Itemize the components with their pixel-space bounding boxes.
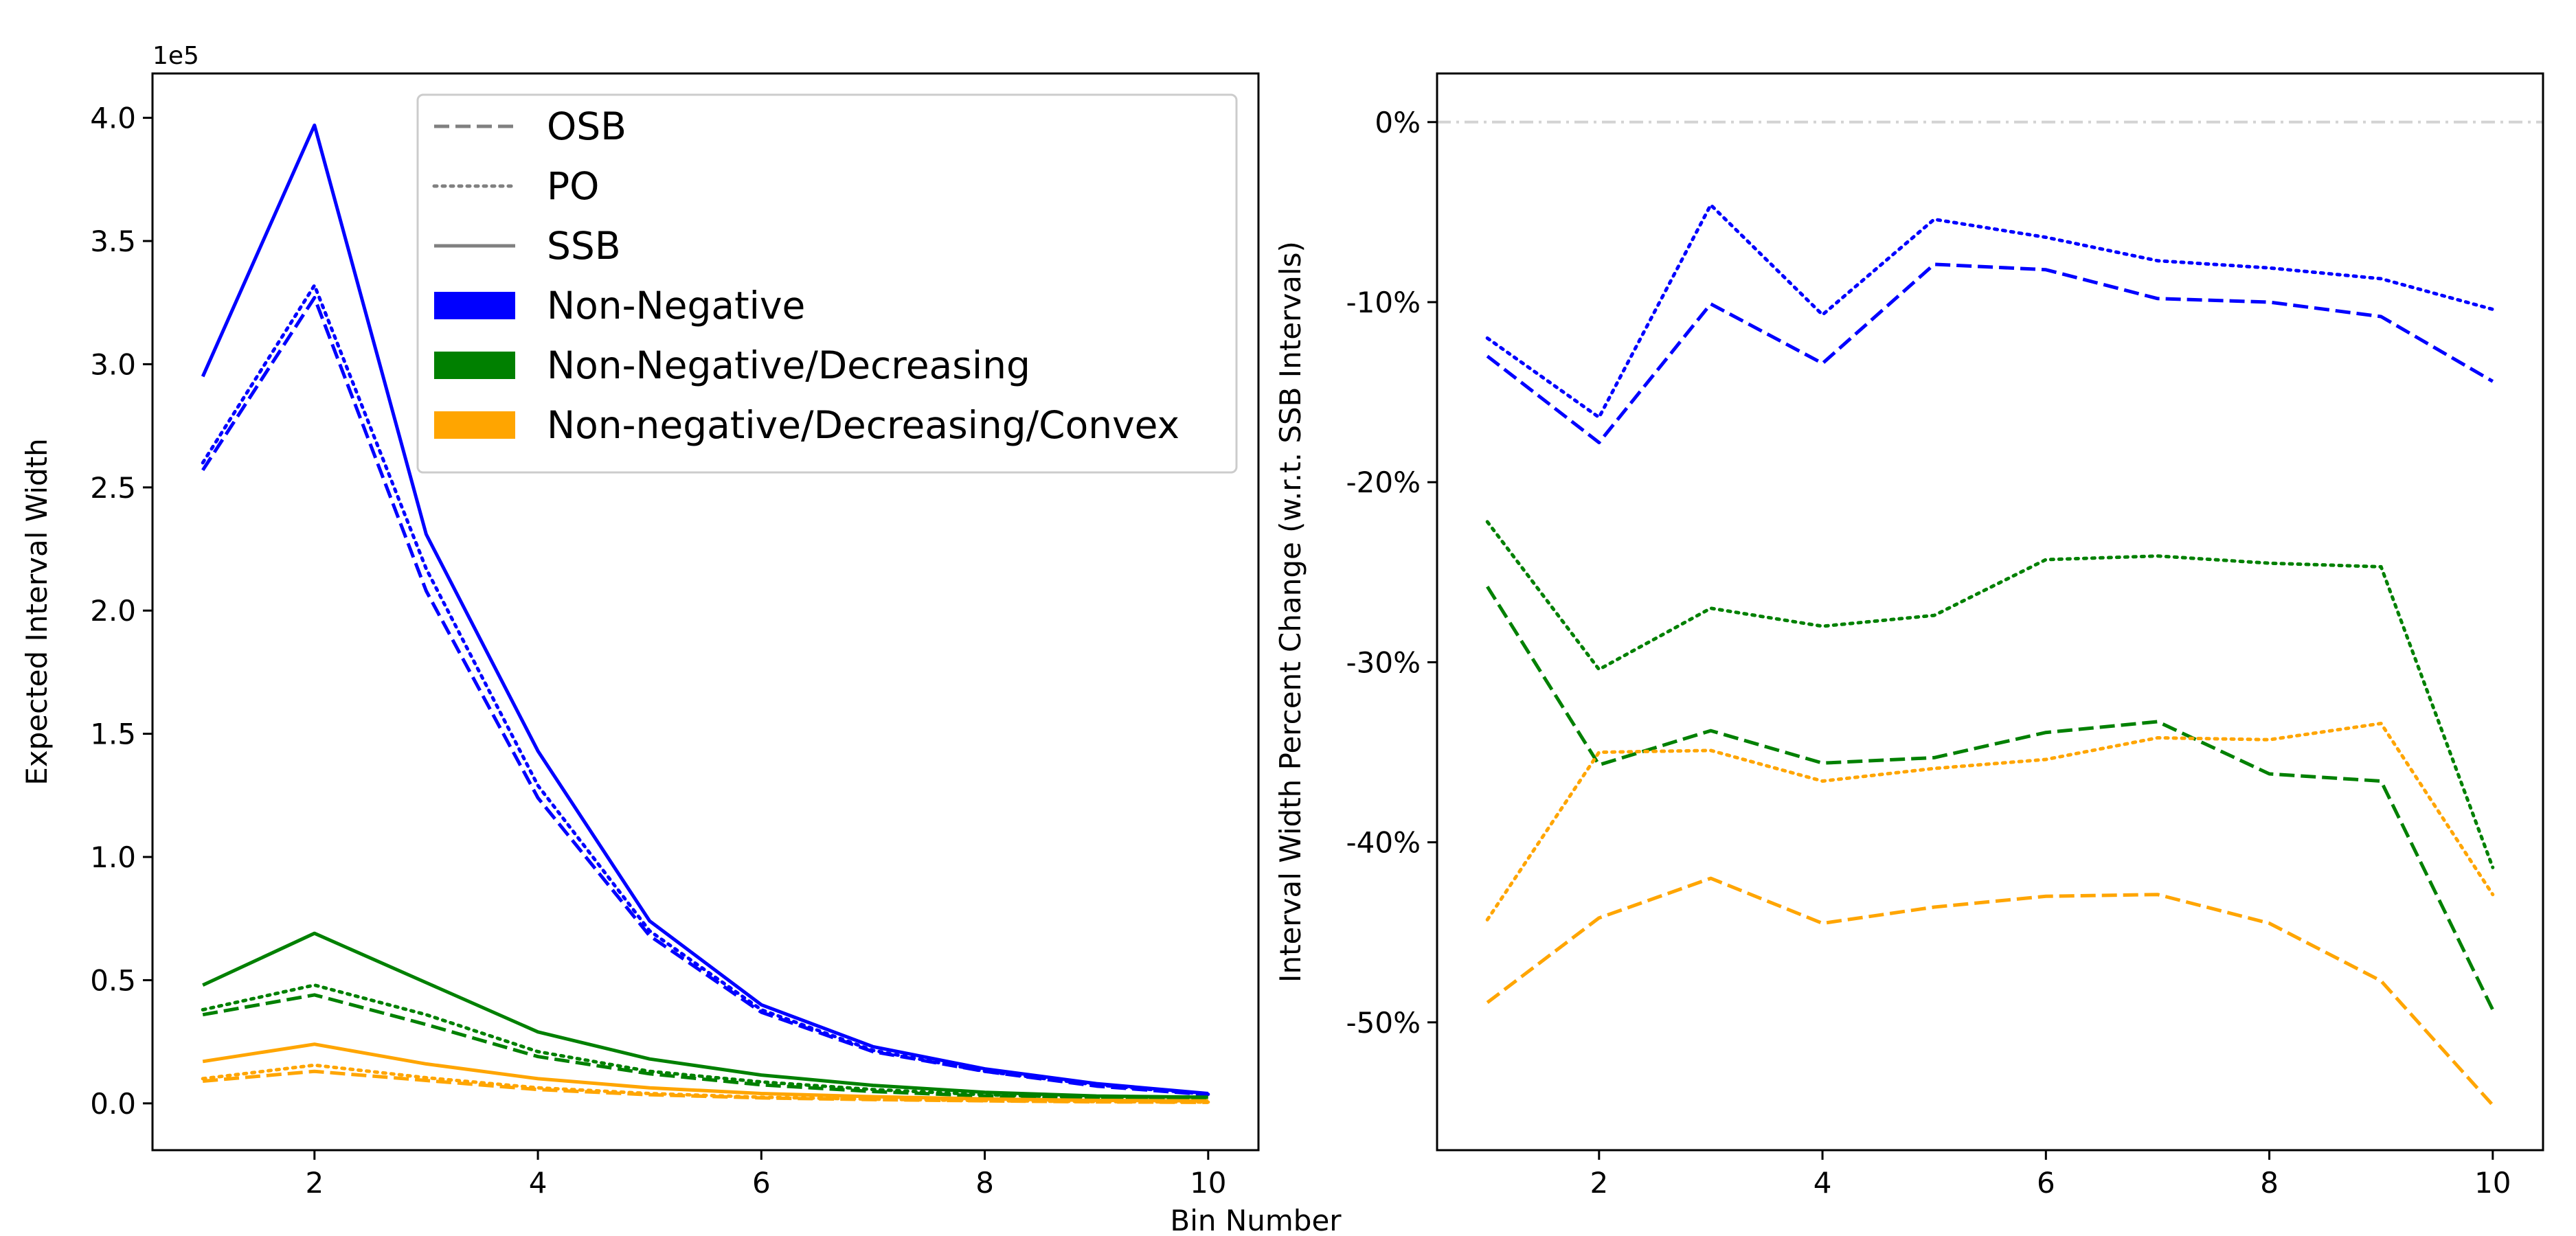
left-y-tick-label: 2.5 — [90, 471, 136, 505]
left-series-non-negative-decreasing-po — [201, 983, 1210, 1101]
left-axes-frame — [151, 72, 1260, 1152]
left-y-tick-label: 1.0 — [90, 840, 136, 874]
right-x-tick-label: 6 — [2037, 1166, 2055, 1200]
legend-non-negative-color-patch — [434, 292, 515, 319]
left-series-non-negative-decreasing-convex-po — [201, 1063, 1210, 1104]
legend-non-negative-decreasing-color-patch — [434, 352, 515, 379]
right-panel: 2 4 6 8 10 0% -10% -20% -30% -40% -50% Interval Wid… — [1274, 72, 2544, 1200]
right-series-non-negative-decreasing-po — [1485, 520, 2495, 869]
right-x-tick-label: 10 — [2474, 1166, 2511, 1200]
right-series-non-negative-osb — [1486, 262, 2494, 444]
legend-po-label: PO — [547, 164, 599, 208]
legend-non-negative-decreasing-convex-label: Non-negative/Decreasing/Convex — [547, 403, 1179, 447]
left-series-non-negative-decreasing-osb — [202, 993, 1208, 1102]
right-y-tick-label: -20% — [1346, 466, 1421, 499]
legend-box — [416, 93, 1238, 474]
right-x-tick-label: 8 — [2260, 1166, 2279, 1200]
right-y-tick-label: -50% — [1346, 1006, 1421, 1040]
left-x-tick-label: 10 — [1190, 1166, 1226, 1200]
right-series-non-negative-decreasing-osb — [1486, 585, 2495, 1011]
left-y-tick-label: 1.5 — [90, 718, 136, 751]
left-x-tick-label: 2 — [305, 1166, 324, 1200]
right-y-tick-label: -30% — [1346, 645, 1421, 679]
left-y-tick-label: 3.5 — [90, 225, 136, 258]
right-axes-frame — [1436, 72, 2544, 1152]
right-x-tick-label: 2 — [1590, 1166, 1608, 1200]
left-series-non-negative-po — [201, 284, 1210, 1097]
figure-x-axis-label: Bin Number — [1170, 1204, 1342, 1236]
left-series-non-negative-decreasing-ssb — [202, 931, 1208, 1099]
right-y-axis-label: Interval Width Percent Change (w.r.t. SS… — [1274, 241, 1307, 983]
legend-non-negative-label: Non-Negative — [547, 284, 805, 328]
right-series-non-negative-decreasing-convex-osb — [1486, 876, 2494, 1107]
left-x-tick-label: 4 — [529, 1166, 547, 1200]
left-y-tick-label: 4.0 — [90, 102, 136, 135]
legend-osb-label: OSB — [547, 104, 626, 148]
right-y-tick-label: 0% — [1375, 106, 1421, 139]
right-series-non-negative-po — [1485, 203, 2495, 420]
left-y-scale-offset: 1e5 — [152, 42, 199, 70]
legend-non-negative-decreasing-label: Non-Negative/Decreasing — [547, 343, 1030, 387]
left-x-tick-label: 8 — [975, 1166, 994, 1200]
right-series-non-negative-decreasing-convex-po — [1485, 722, 2495, 922]
left-y-tick-label: 3.0 — [90, 347, 136, 381]
left-y-axis-label: Expected Interval Width — [20, 438, 54, 786]
left-y-tick-label: 0.0 — [90, 1087, 136, 1121]
left-series-non-negative-ssb — [201, 123, 1209, 1095]
right-y-tick-label: -40% — [1346, 826, 1421, 860]
left-y-tick-label: 0.5 — [90, 963, 136, 997]
right-x-tick-label: 4 — [1814, 1166, 1832, 1200]
left-y-tick-label: 2.0 — [90, 594, 136, 628]
left-x-tick-label: 6 — [752, 1166, 771, 1200]
legend: OSB PO SSB Non-Negative Non-Negative/Decreas… — [416, 93, 1238, 474]
legend-non-negative-decreasing-convex-color-patch — [434, 411, 515, 439]
right-y-tick-label: -10% — [1346, 286, 1421, 319]
legend-ssb-label: SSB — [547, 224, 621, 268]
left-panel: 2 4 6 8 10 0.0 0.5 1.0 1.5 2.0 2.5 3.0 3.5 4.0 1e5 Expe… — [20, 42, 1260, 1200]
